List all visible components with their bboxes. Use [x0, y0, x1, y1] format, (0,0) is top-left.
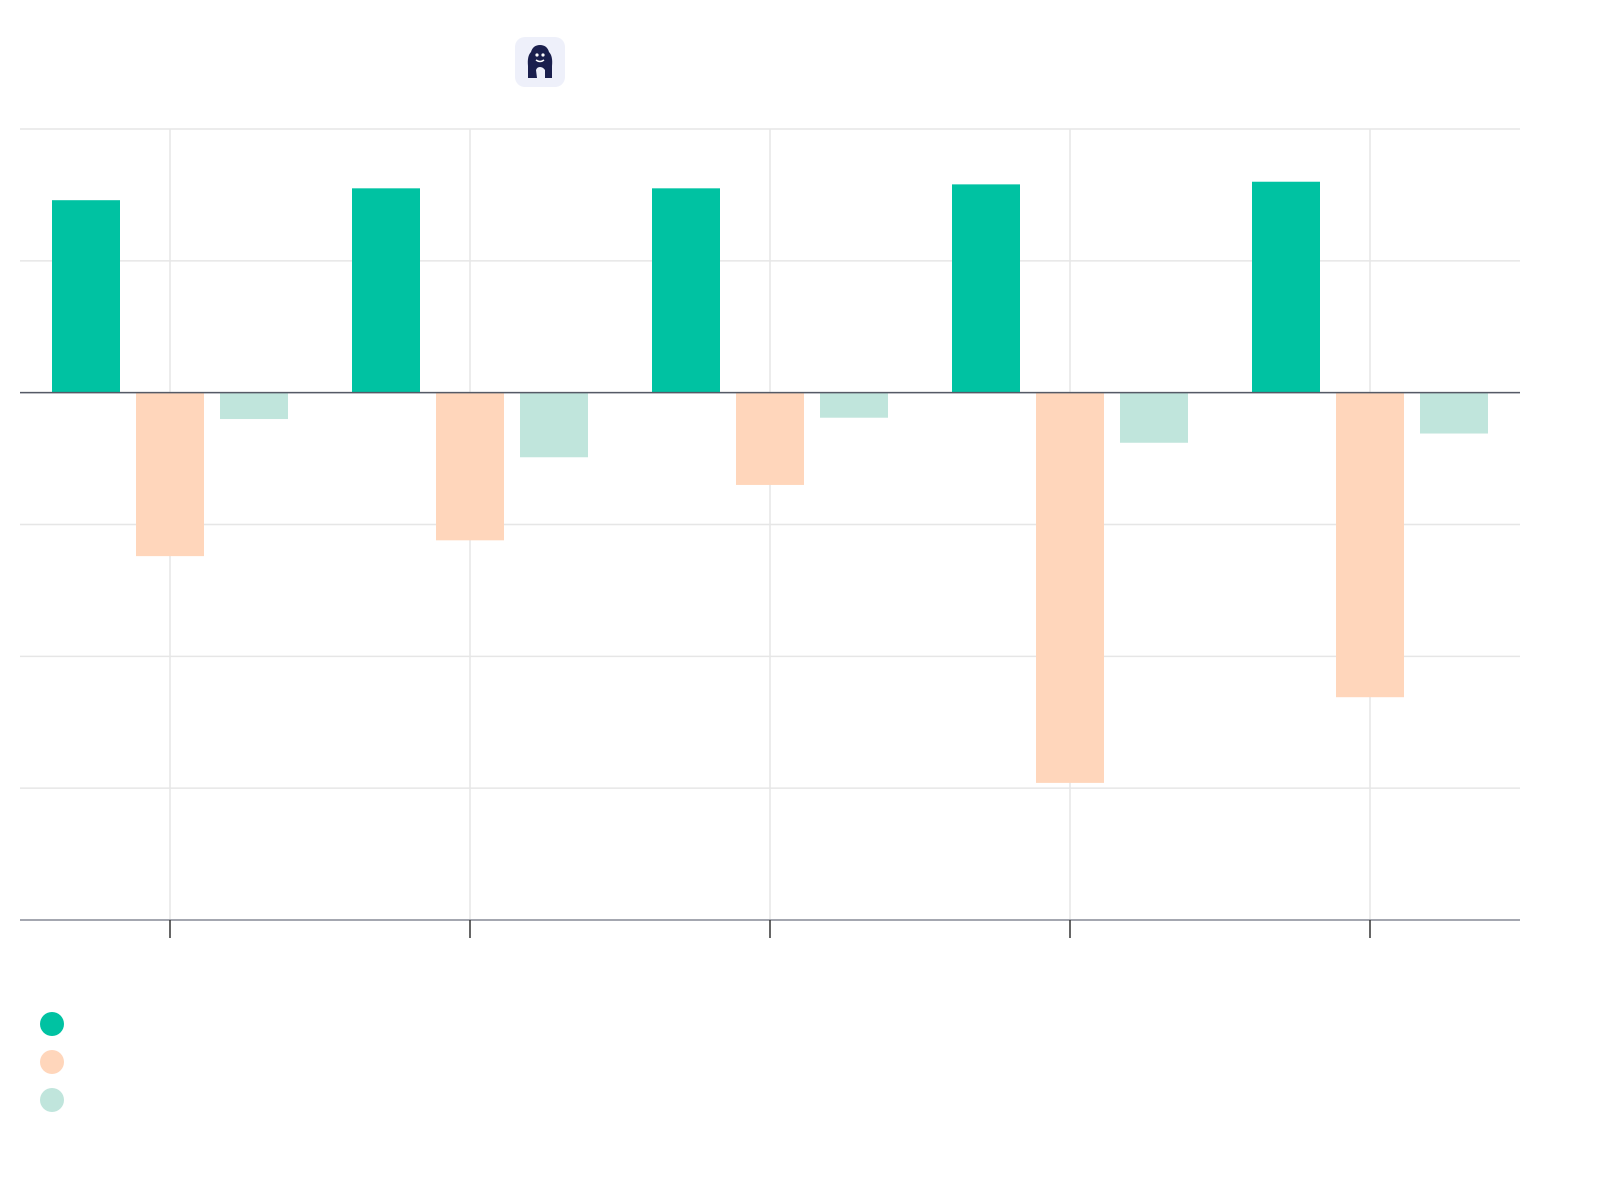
logo-badge: [515, 37, 565, 87]
bar: [1252, 181, 1320, 393]
bar: [652, 188, 720, 393]
legend-item[interactable]: [40, 1005, 64, 1043]
bar: [136, 392, 204, 557]
bar: [1420, 392, 1488, 434]
bar: [520, 392, 588, 458]
bar: [820, 392, 888, 418]
bar: [1036, 392, 1104, 783]
gorilla-logo-icon: [527, 45, 553, 78]
bar: [52, 200, 120, 393]
bar: [436, 392, 504, 541]
bar: [736, 392, 804, 485]
chart-axes: [20, 391, 1520, 938]
bar: [220, 392, 288, 420]
bar: [1336, 392, 1404, 698]
bar: [1120, 392, 1188, 443]
legend-swatch: [40, 1088, 64, 1112]
bar: [952, 184, 1020, 393]
legend-swatch: [40, 1050, 64, 1074]
chart-bars: [52, 181, 1488, 783]
legend-swatch: [40, 1012, 64, 1036]
legend: [40, 1005, 64, 1119]
legend-item[interactable]: [40, 1043, 64, 1081]
legend-item[interactable]: [40, 1081, 64, 1119]
bar: [352, 188, 420, 393]
